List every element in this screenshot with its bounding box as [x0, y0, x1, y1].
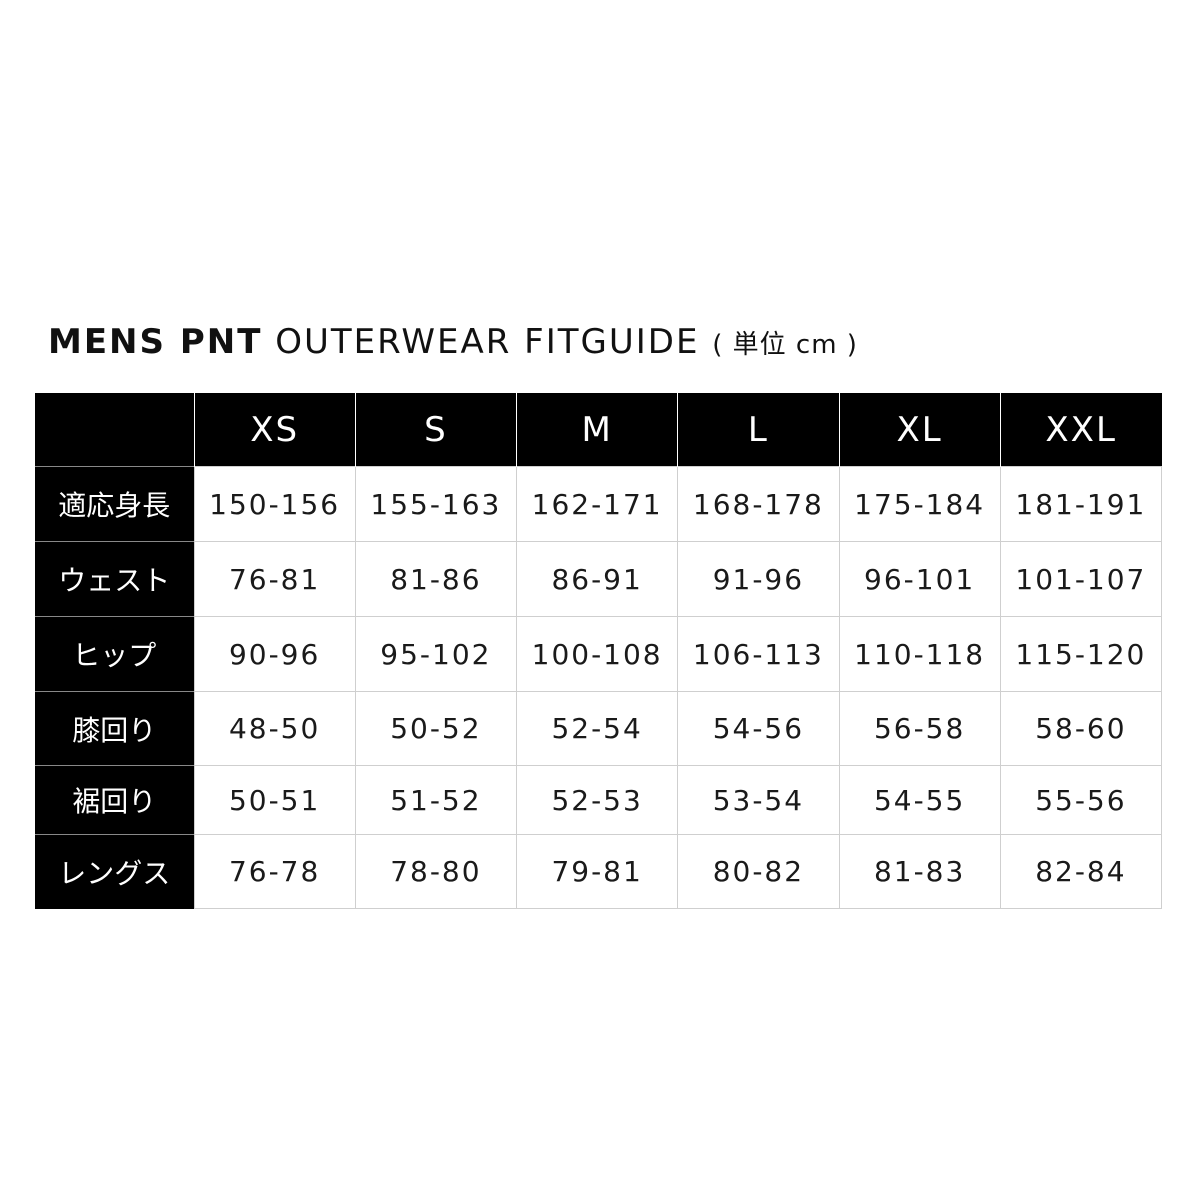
table-cell: 175-184	[838, 466, 1001, 542]
table-cell: 168-178	[677, 466, 840, 542]
row-label: ヒップ	[35, 616, 194, 692]
title-unit: ( 単位 cm )	[712, 330, 858, 360]
table-cell: 52-54	[515, 691, 679, 766]
table-row: 膝回り 48-50 50-52 52-54 54-56 56-58 58-60	[35, 691, 1163, 766]
table-cell: 51-52	[354, 765, 518, 835]
table-cell: 53-54	[677, 765, 840, 835]
table-row: 裾回り 50-51 51-52 52-53 53-54 54-55 55-56	[35, 765, 1163, 835]
table-cell: 86-91	[515, 541, 679, 617]
table-cell: 96-101	[838, 541, 1001, 617]
table-cell: 150-156	[193, 466, 356, 542]
page-title: MENS PNT OUTERWEAR FITGUIDE ( 単位 cm )	[48, 322, 858, 362]
table-cell: 56-58	[838, 691, 1001, 766]
size-header-s: S	[355, 393, 518, 467]
table-cell: 58-60	[999, 691, 1163, 766]
row-label: 裾回り	[35, 765, 194, 835]
table-row: 適応身長 150-156 155-163 162-171 168-178 175-184 1…	[35, 466, 1163, 542]
table-cell: 81-86	[354, 541, 518, 617]
table-cell: 76-78	[193, 834, 356, 909]
table-cell: 50-52	[354, 691, 518, 766]
table-cell: 50-51	[193, 765, 356, 835]
table-cell: 155-163	[354, 466, 518, 542]
row-label: ウェスト	[35, 541, 194, 617]
table-cell: 54-56	[677, 691, 840, 766]
table-cell: 91-96	[677, 541, 840, 617]
row-label: 膝回り	[35, 691, 194, 766]
table-row: ウェスト 76-81 81-86 86-91 91-96 96-101 101-107	[35, 541, 1163, 617]
size-header-xs: XS	[194, 393, 356, 467]
header-row: XS S M L XL XXL	[35, 393, 1162, 467]
table-cell: 106-113	[677, 616, 840, 692]
table-cell: 110-118	[838, 616, 1001, 692]
table-cell: 90-96	[193, 616, 356, 692]
table-row: レングス 76-78 78-80 79-81 80-82 81-83 82-84	[35, 834, 1163, 909]
row-label: 適応身長	[35, 466, 194, 542]
size-header-m: M	[516, 393, 679, 467]
table-cell: 48-50	[193, 691, 356, 766]
table-cell: 55-56	[999, 765, 1163, 835]
table-cell: 52-53	[515, 765, 679, 835]
table-cell: 95-102	[354, 616, 518, 692]
table-cell: 82-84	[999, 834, 1163, 909]
size-header-xl: XL	[839, 393, 1001, 467]
size-header-xxl: XXL	[1000, 393, 1162, 467]
table-cell: 78-80	[354, 834, 518, 909]
table-cell: 181-191	[999, 466, 1163, 542]
table-cell: 79-81	[515, 834, 679, 909]
title-bold: MENS PNT	[48, 322, 263, 362]
table-cell: 100-108	[515, 616, 679, 692]
table-cell: 162-171	[515, 466, 679, 542]
table-cell: 76-81	[193, 541, 356, 617]
table-row: ヒップ 90-96 95-102 100-108 106-113 110-118 115-1…	[35, 616, 1163, 692]
title-light: OUTERWEAR FITGUIDE	[275, 322, 700, 362]
corner-cell	[35, 393, 195, 467]
size-header-l: L	[677, 393, 840, 467]
table-cell: 115-120	[999, 616, 1163, 692]
table-cell: 54-55	[838, 765, 1001, 835]
row-label: レングス	[35, 834, 194, 909]
table-cell: 101-107	[999, 541, 1163, 617]
size-table: XS S M L XL XXL 適応身長 150-156 155-163 162-171 168-…	[35, 393, 1163, 909]
table-cell: 80-82	[677, 834, 840, 909]
table-cell: 81-83	[838, 834, 1001, 909]
